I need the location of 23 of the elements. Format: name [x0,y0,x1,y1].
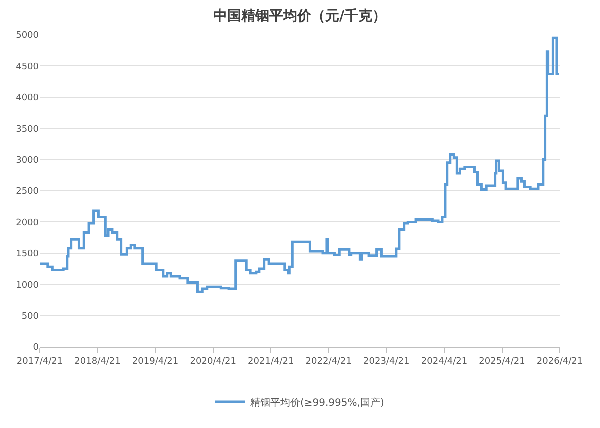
y-tick-label: 0 [33,343,40,354]
y-tick-label: 1000 [16,280,40,291]
y-tick-label: 5000 [16,31,40,42]
x-tick-label: 2020/4/21 [190,356,236,367]
y-tick-label: 3000 [16,156,40,166]
x-tick-label: 2025/4/21 [479,356,526,367]
y-tick-label: 500 [22,312,40,322]
y-tick-label: 4000 [16,94,40,104]
x-tick-label: 2019/4/21 [132,356,179,367]
y-tick-label: 2000 [16,218,40,228]
x-tick-label: 2023/4/21 [364,356,410,367]
y-tick-label: 3500 [16,124,40,135]
x-tick-label: 2026/4/21 [536,356,584,367]
chart-title: 中国精铟平均价（元/千克） [213,8,387,24]
x-tick-label: 2022/4/21 [306,356,352,367]
legend-label: 精铟平均价(≥99.995%,国产) [250,396,384,409]
y-tick-label: 2500 [16,187,40,198]
y-tick-label: 1500 [16,250,40,260]
y-tick-label: 4500 [16,62,40,72]
x-tick-label: 2018/4/21 [74,356,121,367]
x-tick-label: 2024/4/21 [421,356,468,367]
x-tick-label: 2017/4/21 [16,356,64,367]
x-tick-label: 2021/4/21 [248,356,294,367]
